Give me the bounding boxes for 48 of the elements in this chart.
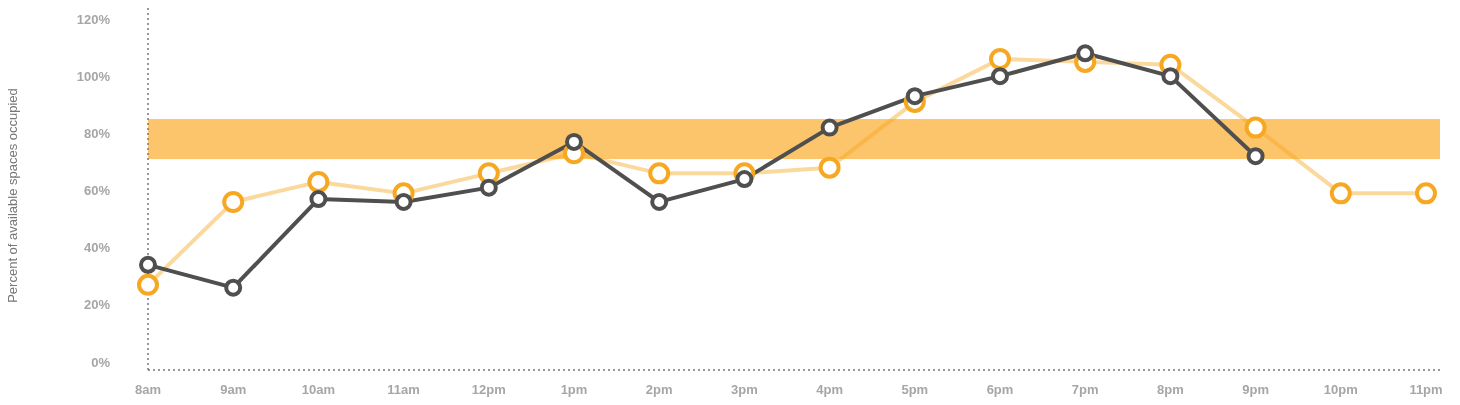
point (818, 156, 841, 179)
y-tick-label: 100% (76, 68, 111, 84)
y-tick-label: 120% (76, 11, 111, 27)
point (139, 255, 157, 274)
point (820, 118, 839, 137)
point (307, 170, 330, 193)
x-tick-label: 10pm (1323, 382, 1358, 397)
point (394, 192, 413, 211)
y-tick-label: 40% (83, 240, 111, 256)
point (735, 170, 754, 189)
x-tick-label: 11pm (1409, 382, 1443, 397)
x-tick-label: 3pm (731, 382, 758, 397)
x-tick-label: 4pm (816, 382, 843, 397)
x-tick-label: 12pm (471, 382, 506, 397)
x-tick-label: 5pm (901, 382, 929, 397)
point (1329, 182, 1352, 205)
x-tick-label: 9am (220, 382, 247, 397)
x-tick-label: 8am (134, 382, 162, 397)
point (479, 178, 498, 197)
y-axis-title: Percent of available spaces occupied (5, 88, 20, 303)
point (477, 162, 500, 185)
point (1076, 44, 1095, 63)
point (991, 67, 1009, 86)
point (1161, 67, 1180, 86)
point (222, 190, 245, 213)
x-tick-label: 11am (387, 382, 420, 397)
point (309, 190, 328, 209)
x-tick-label: 2pm (645, 382, 673, 397)
x-tick-label: 7pm (1071, 382, 1099, 397)
point (989, 48, 1011, 71)
point (137, 273, 159, 296)
y-tick-label: 80% (83, 125, 111, 141)
point (648, 162, 671, 185)
x-tick-label: 9pm (1242, 382, 1269, 397)
x-tick-label: 1pm (560, 382, 588, 397)
point (224, 278, 243, 297)
y-tick-label: 0% (91, 354, 111, 370)
point (1246, 147, 1265, 166)
x-tick-label: 10am (301, 382, 336, 397)
y-tick-label: 60% (83, 183, 111, 199)
point (905, 87, 924, 106)
x-tick-label: 8pm (1157, 382, 1184, 397)
point (1244, 116, 1267, 139)
point (650, 192, 669, 211)
y-tick-label: 20% (83, 297, 111, 313)
x-tick-label: 6pm (986, 382, 1014, 397)
point (565, 132, 583, 151)
point (1415, 182, 1437, 205)
